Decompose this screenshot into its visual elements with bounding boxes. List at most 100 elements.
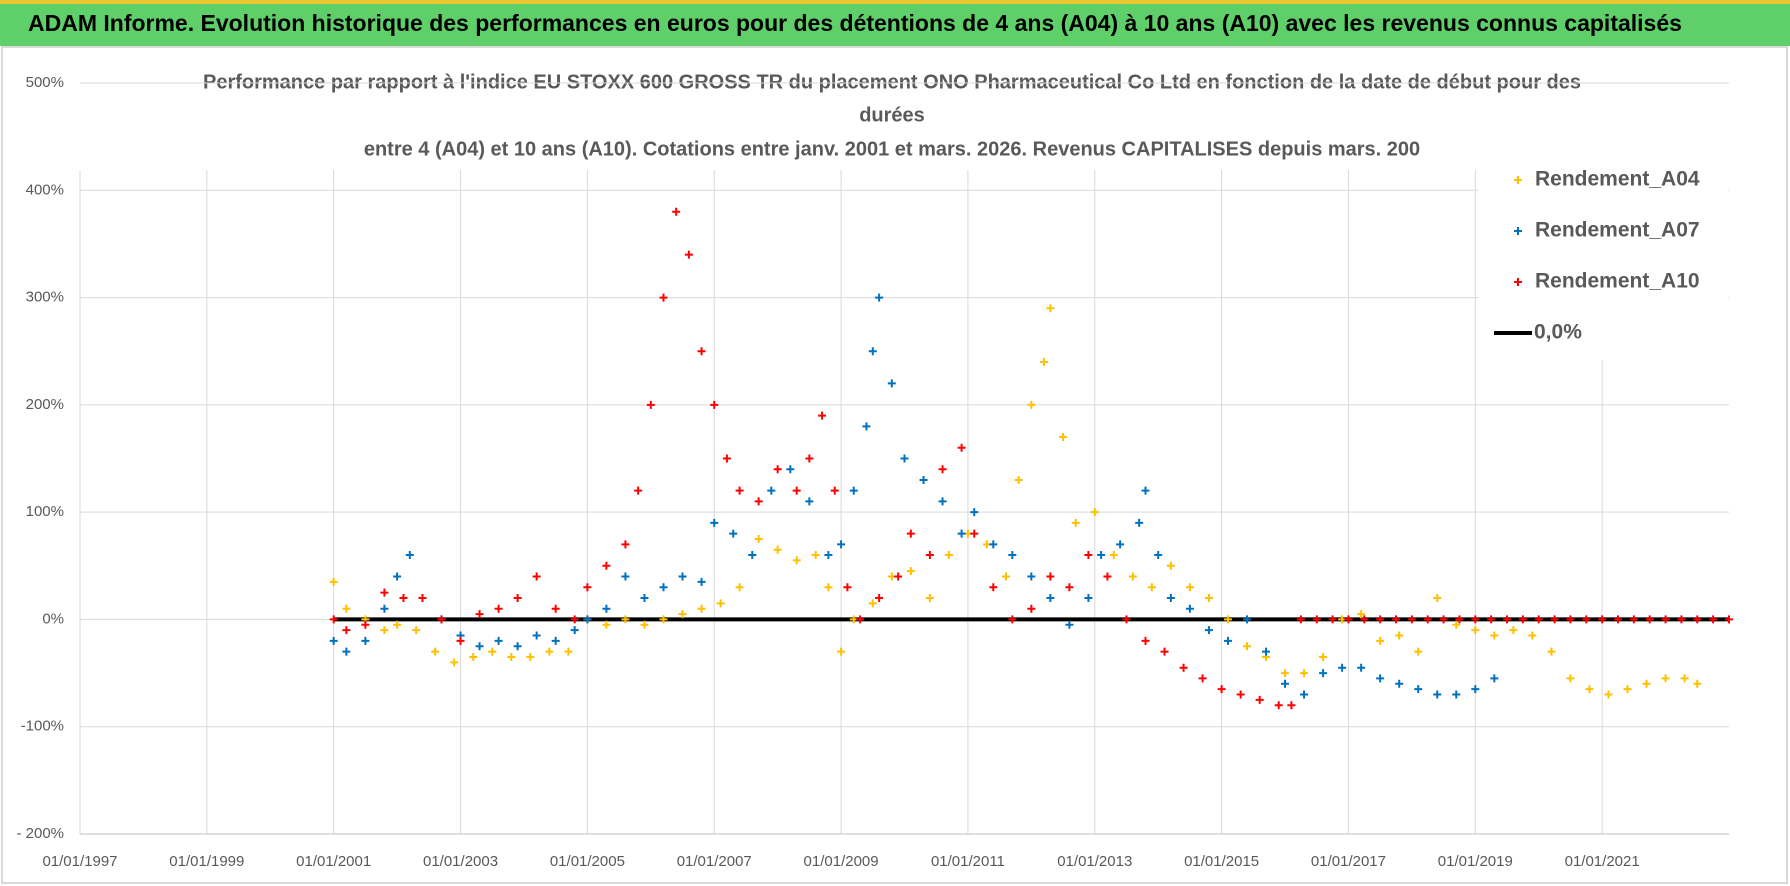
point xyxy=(906,529,915,538)
point xyxy=(1141,636,1150,645)
point xyxy=(1503,615,1512,624)
point xyxy=(494,636,503,645)
x-tick-label: 01/01/2009 xyxy=(804,853,879,870)
y-tick-label: -100% xyxy=(21,718,64,735)
point xyxy=(564,647,573,656)
point xyxy=(1040,357,1049,366)
x-tick-label: 01/01/2007 xyxy=(677,853,752,870)
point xyxy=(380,626,389,635)
point xyxy=(602,620,611,629)
point xyxy=(1471,626,1480,635)
point xyxy=(805,497,814,506)
point xyxy=(1677,615,1686,624)
x-tick-label: 01/01/2021 xyxy=(1565,853,1640,870)
header-bar xyxy=(0,0,1790,46)
y-tick-label: 400% xyxy=(26,181,64,198)
point xyxy=(786,465,795,474)
point xyxy=(1198,674,1207,683)
point xyxy=(1623,685,1632,694)
point xyxy=(1014,475,1023,484)
point xyxy=(1328,615,1337,624)
chart: Performance par rapport à l'indice EU ST… xyxy=(16,71,1733,870)
point xyxy=(418,593,427,602)
chart-title: Performance par rapport à l'indice EU ST… xyxy=(203,71,1581,93)
point xyxy=(1204,593,1213,602)
legend-swatch xyxy=(1514,278,1522,286)
point xyxy=(1236,690,1245,699)
point xyxy=(894,572,903,581)
point xyxy=(1344,615,1353,624)
x-tick-label: 01/01/2005 xyxy=(550,853,625,870)
point xyxy=(735,486,744,495)
chart-title: entre 4 (A04) et 10 ans (A10). Cotations… xyxy=(364,138,1420,160)
point xyxy=(1147,583,1156,592)
point xyxy=(659,615,668,624)
point xyxy=(843,583,852,592)
point xyxy=(824,583,833,592)
point xyxy=(938,497,947,506)
point xyxy=(475,642,484,651)
point xyxy=(405,551,414,560)
y-tick-label: 100% xyxy=(26,503,64,520)
legend-label: Rendement_A04 xyxy=(1535,168,1700,191)
point xyxy=(659,583,668,592)
point xyxy=(805,454,814,463)
point xyxy=(862,422,871,431)
point xyxy=(1407,615,1416,624)
point xyxy=(1433,690,1442,699)
point xyxy=(684,250,693,259)
point xyxy=(1471,685,1480,694)
point xyxy=(342,604,351,613)
point xyxy=(361,636,370,645)
point xyxy=(551,636,560,645)
point xyxy=(868,347,877,356)
point xyxy=(399,593,408,602)
point xyxy=(329,577,338,586)
point xyxy=(1027,572,1036,581)
point xyxy=(621,540,630,549)
legend-swatch xyxy=(1514,176,1522,184)
point xyxy=(494,604,503,613)
point xyxy=(792,556,801,565)
point xyxy=(1455,615,1464,624)
point xyxy=(1242,615,1251,624)
point xyxy=(925,551,934,560)
point xyxy=(1518,615,1527,624)
point xyxy=(767,486,776,495)
y-tick-label: 300% xyxy=(26,289,64,306)
point xyxy=(735,583,744,592)
point xyxy=(1471,615,1480,624)
point xyxy=(1090,508,1099,517)
point xyxy=(456,636,465,645)
point xyxy=(1166,561,1175,570)
point xyxy=(1242,642,1251,651)
point xyxy=(393,572,402,581)
point xyxy=(640,620,649,629)
point xyxy=(1179,663,1188,672)
point xyxy=(710,518,719,527)
x-tick-label: 01/01/1997 xyxy=(42,853,117,870)
point xyxy=(380,604,389,613)
point xyxy=(919,475,928,484)
point xyxy=(1376,636,1385,645)
legend-label: 0,0% xyxy=(1534,321,1582,344)
point xyxy=(672,207,681,216)
point xyxy=(1084,593,1093,602)
point xyxy=(773,465,782,474)
legend-swatch xyxy=(1514,227,1522,235)
point xyxy=(1534,615,1543,624)
point xyxy=(602,561,611,570)
x-tick-label: 01/01/2019 xyxy=(1438,853,1513,870)
point xyxy=(1046,572,1055,581)
point xyxy=(1360,615,1369,624)
point xyxy=(583,583,592,592)
point xyxy=(1452,690,1461,699)
point xyxy=(1629,615,1638,624)
point xyxy=(1103,572,1112,581)
point xyxy=(488,647,497,656)
point xyxy=(640,593,649,602)
point xyxy=(526,652,535,661)
point xyxy=(1433,593,1442,602)
y-tick-label: 200% xyxy=(26,396,64,413)
